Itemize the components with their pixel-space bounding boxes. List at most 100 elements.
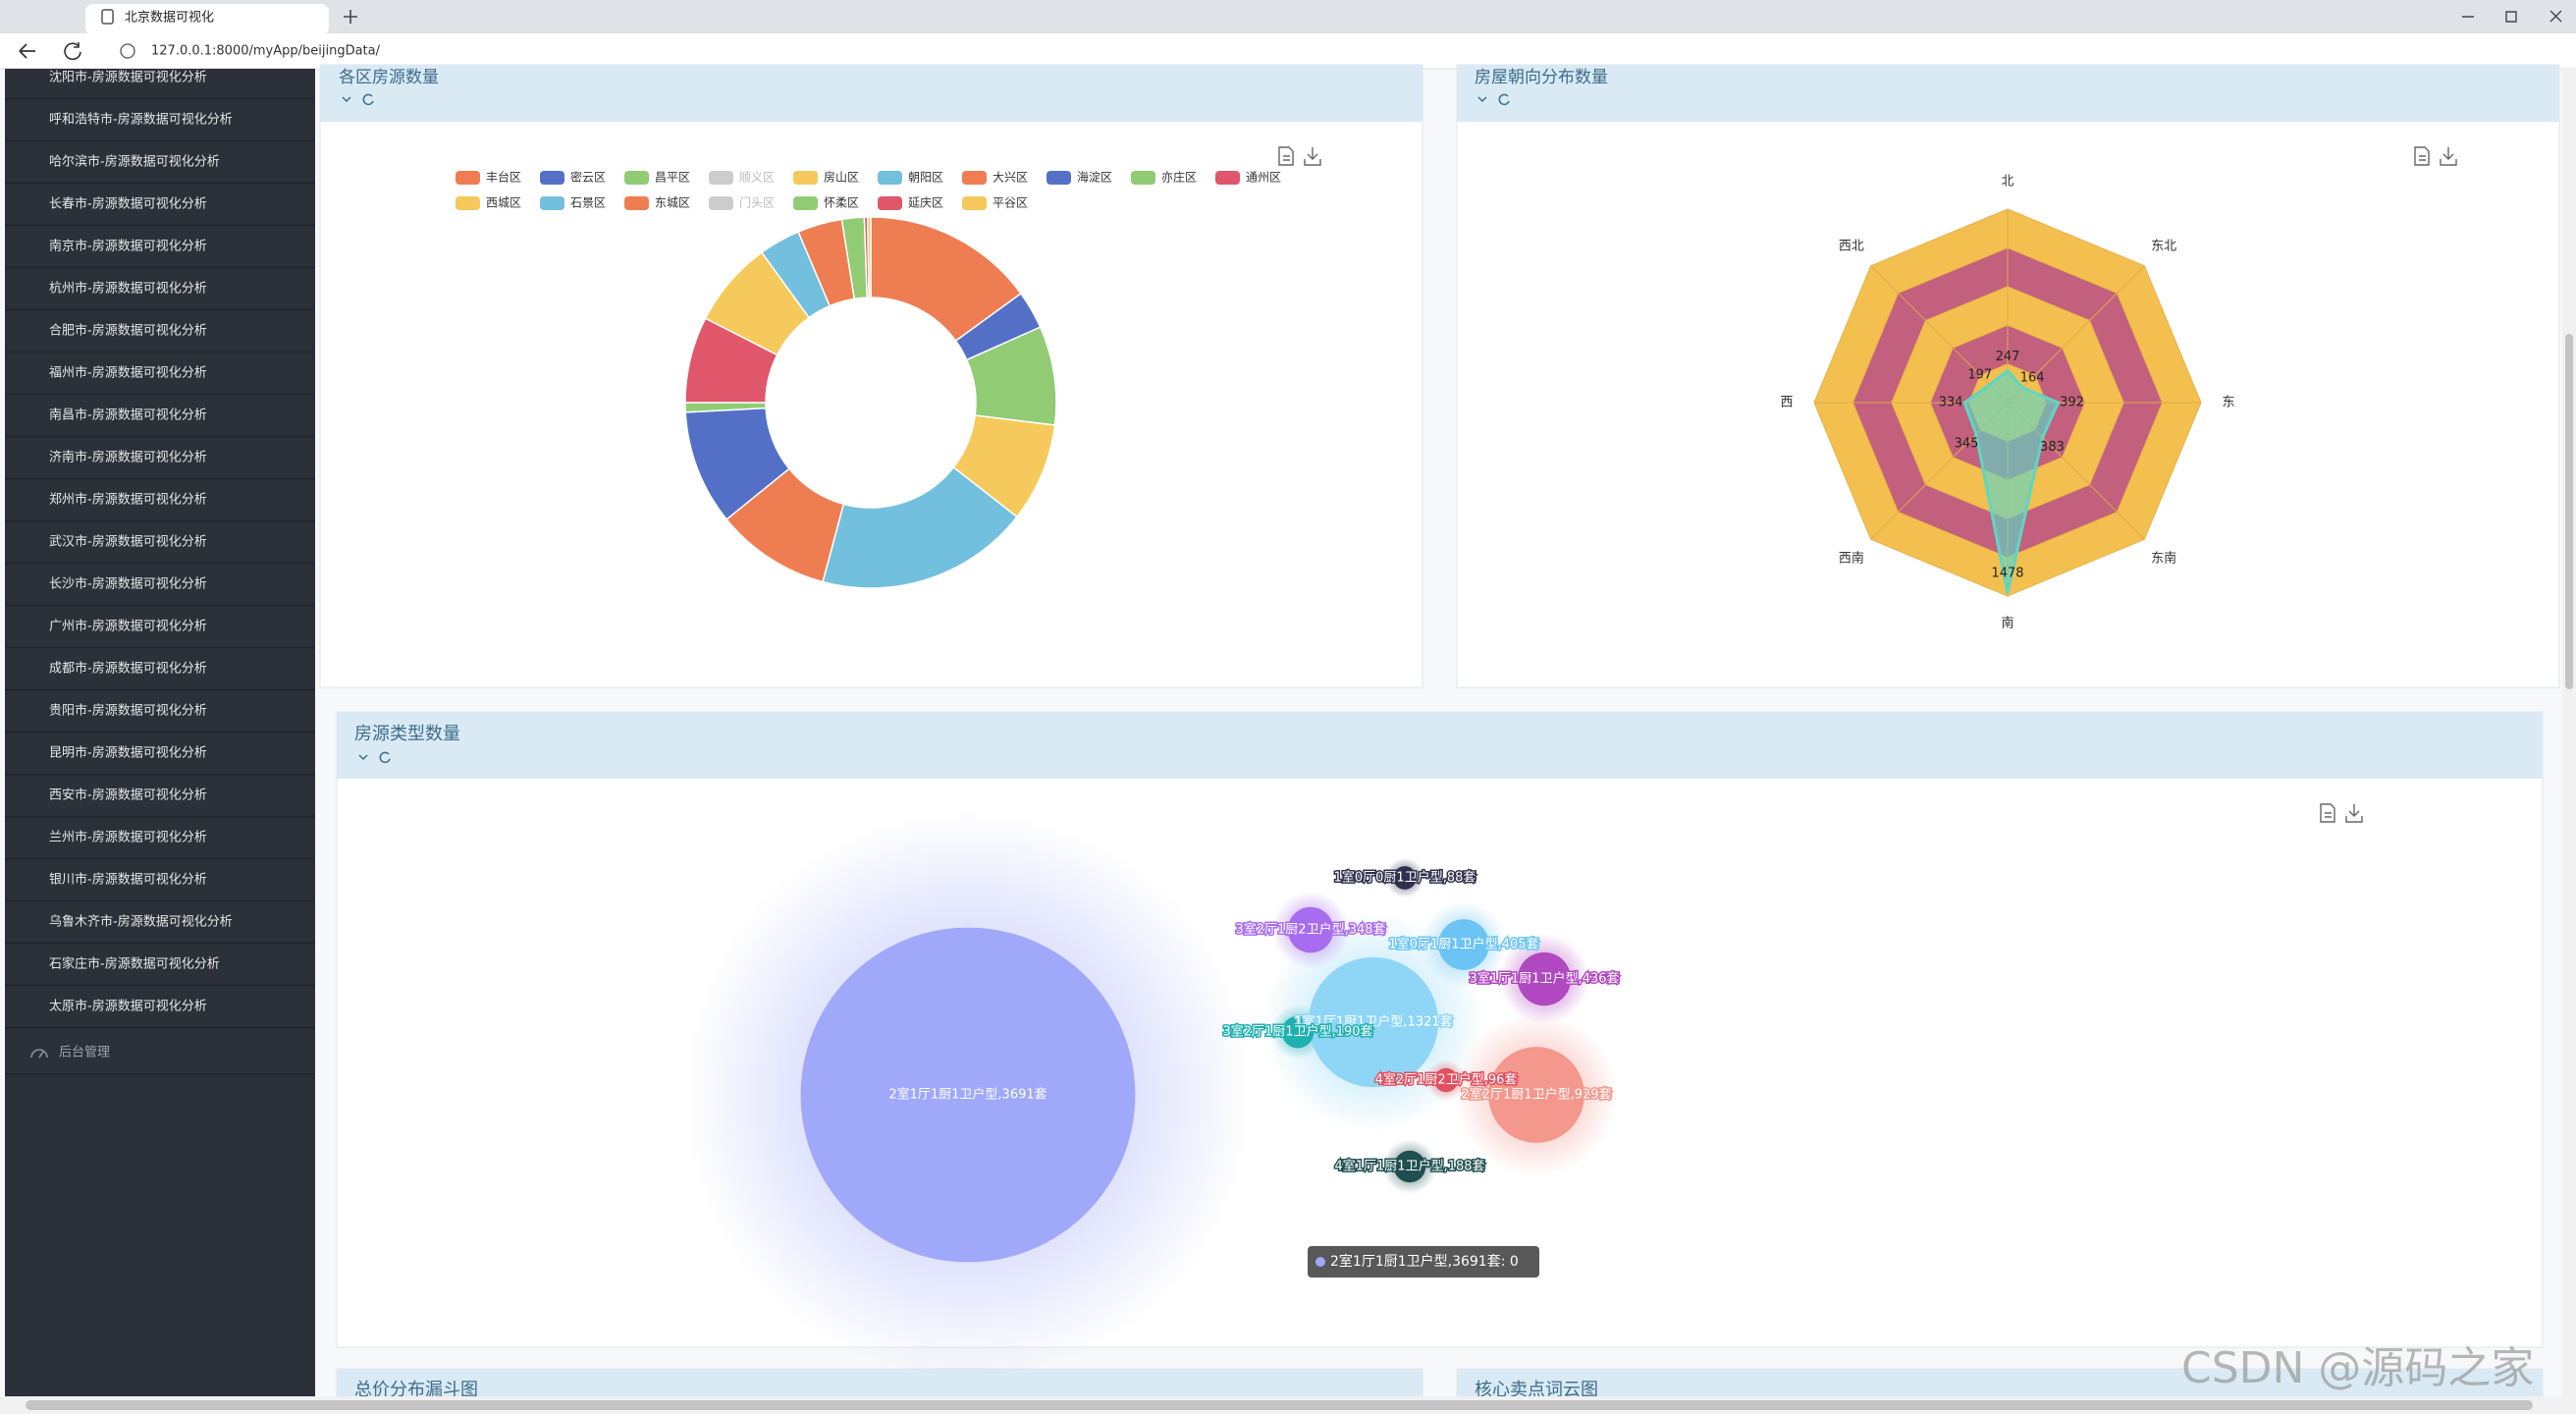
legend-swatch[interactable] [624, 171, 649, 185]
refresh-icon[interactable] [362, 93, 374, 106]
legend-label[interactable]: 平谷区 [993, 196, 1028, 210]
save-image-icon[interactable] [2345, 804, 2363, 823]
sidebar-item[interactable]: 兰州市-房源数据可视化分析 [49, 830, 207, 845]
data-view-icon[interactable] [2414, 146, 2430, 166]
collapse-icon[interactable] [358, 754, 368, 761]
sidebar-item[interactable]: 武汉市-房源数据可视化分析 [49, 534, 207, 550]
new-tab[interactable] [344, 10, 357, 24]
legend-label[interactable]: 门头区 [739, 195, 775, 210]
legend-label[interactable]: 海淀区 [1077, 170, 1112, 185]
legend-swatch[interactable] [793, 171, 818, 185]
legend-label[interactable]: 大兴区 [993, 171, 1028, 185]
sidebar-item[interactable]: 南昌市-房源数据可视化分析 [49, 408, 207, 423]
sidebar-item[interactable]: 呼和浩特市-房源数据可视化分析 [49, 112, 233, 128]
bubble[interactable] [1393, 866, 1417, 890]
sidebar-item[interactable]: 成都市-房源数据可视化分析 [49, 661, 207, 677]
legend-label[interactable]: 房山区 [824, 170, 859, 185]
legend-swatch[interactable] [624, 196, 649, 210]
sidebar-item[interactable]: 合肥市-房源数据可视化分析 [49, 323, 207, 339]
sidebar-item[interactable]: 太原市-房源数据可视化分析 [49, 999, 207, 1014]
data-view-icon[interactable] [1278, 146, 1294, 166]
bubble[interactable] [1287, 906, 1334, 953]
legend-swatch[interactable] [709, 171, 733, 185]
url[interactable]: 127.0.0.1:8000/myApp/beijingData/ [151, 44, 381, 59]
sidebar-item[interactable]: 昆明市-房源数据可视化分析 [49, 745, 207, 761]
pie-slice[interactable] [866, 216, 872, 299]
bubble-label: 3室1厅1厨1卫户型,436套 [1469, 971, 1619, 987]
legend-label[interactable]: 东城区 [655, 196, 690, 210]
v-scroll-thumb[interactable] [2565, 334, 2573, 689]
legend-swatch[interactable] [709, 196, 733, 210]
sidebar-item[interactable]: 银川市-房源数据可视化分析 [49, 872, 207, 888]
bubble[interactable] [1433, 1067, 1459, 1093]
legend-swatch[interactable] [1046, 171, 1071, 185]
data-view-icon[interactable] [2320, 803, 2335, 823]
legend-swatch[interactable] [793, 196, 818, 210]
sidebar-item[interactable]: 济南市-房源数据可视化分析 [49, 450, 207, 465]
collapse-icon[interactable] [1477, 96, 1487, 103]
site-info[interactable] [120, 43, 135, 59]
panel-title: 房源类型数量 [354, 724, 460, 744]
radar-indicator: 西北 [1839, 239, 1864, 253]
legend-label[interactable]: 延庆区 [908, 196, 943, 210]
legend-label[interactable]: 密云区 [570, 170, 606, 185]
h-scroll-thumb[interactable] [26, 1400, 2533, 1410]
bubble[interactable] [1438, 919, 1489, 970]
legend-swatch[interactable] [962, 196, 987, 210]
legend-label[interactable]: 昌平区 [655, 171, 690, 185]
legend-label[interactable]: 亦庄区 [1161, 170, 1197, 185]
legend-swatch[interactable] [540, 171, 564, 185]
radar-indicator: 西南 [1839, 551, 1864, 567]
sidebar-item[interactable]: 郑州市-房源数据可视化分析 [49, 492, 207, 508]
bubble[interactable] [1488, 1047, 1584, 1143]
sidebar-item[interactable]: 沈阳市-房源数据可视化分析 [49, 70, 207, 85]
window-controls[interactable] [2462, 10, 2562, 23]
save-image-icon[interactable] [2440, 147, 2457, 166]
sidebar-item[interactable]: 乌鲁木齐市-房源数据可视化分析 [49, 914, 233, 930]
sidebar-item[interactable]: 石家庄市-房源数据可视化分析 [49, 956, 220, 972]
reload-button[interactable] [64, 42, 81, 61]
refresh-icon[interactable] [379, 751, 391, 764]
legend-swatch[interactable] [1131, 171, 1155, 185]
sidebar-item[interactable]: 南京市-房源数据可视化分析 [49, 239, 207, 254]
back-button[interactable] [19, 43, 35, 59]
legend-swatch[interactable] [878, 171, 902, 185]
sidebar-item[interactable]: 贵阳市-房源数据可视化分析 [49, 703, 207, 719]
sidebar-item[interactable]: 福州市-房源数据可视化分析 [49, 365, 207, 381]
collapse-icon[interactable] [342, 96, 351, 103]
legend-label[interactable]: 顺义区 [739, 171, 775, 185]
sidebar-admin[interactable]: 后台管理 [59, 1046, 110, 1060]
active-tab[interactable] [85, 4, 329, 35]
legend-label[interactable]: 丰台区 [486, 170, 521, 185]
sidebar-item[interactable]: 广州市-房源数据可视化分析 [49, 619, 207, 634]
legend-swatch[interactable] [962, 171, 987, 185]
panel-title: 各区房源数量 [339, 68, 439, 87]
tab-title[interactable]: 北京数据可视化 [125, 11, 214, 26]
pie-slice[interactable] [822, 465, 1018, 589]
legend-label[interactable]: 朝阳区 [908, 171, 943, 185]
legend-label[interactable]: 西城区 [486, 196, 521, 210]
legend-swatch[interactable] [456, 171, 480, 185]
legend-label[interactable]: 怀柔区 [824, 196, 859, 210]
legend-label[interactable]: 通州区 [1246, 171, 1281, 185]
panel-title: 总价分布漏斗图 [354, 1380, 478, 1400]
sidebar-item[interactable]: 长沙市-房源数据可视化分析 [49, 576, 207, 592]
radar-value-label: 334 [1939, 396, 1963, 410]
radar-indicator: 东北 [2151, 239, 2176, 253]
legend-swatch[interactable] [878, 196, 902, 210]
bubble[interactable] [800, 927, 1136, 1263]
legend-swatch[interactable] [1215, 171, 1240, 185]
sidebar-item[interactable]: 长春市-房源数据可视化分析 [49, 196, 207, 212]
bubble[interactable] [1281, 1015, 1315, 1049]
legend-swatch[interactable] [456, 196, 480, 210]
sidebar-item[interactable]: 哈尔滨市-房源数据可视化分析 [49, 154, 220, 170]
sidebar-item[interactable]: 西安市-房源数据可视化分析 [49, 788, 207, 803]
save-image-icon[interactable] [1304, 147, 1321, 166]
refresh-icon[interactable] [1498, 93, 1510, 106]
sidebar-item[interactable]: 杭州市-房源数据可视化分析 [49, 281, 207, 297]
legend-label[interactable]: 石景区 [570, 196, 606, 210]
bubble[interactable] [1517, 952, 1572, 1006]
bubble[interactable] [1308, 956, 1439, 1088]
legend-swatch[interactable] [540, 196, 564, 210]
bubble[interactable] [1393, 1150, 1426, 1183]
